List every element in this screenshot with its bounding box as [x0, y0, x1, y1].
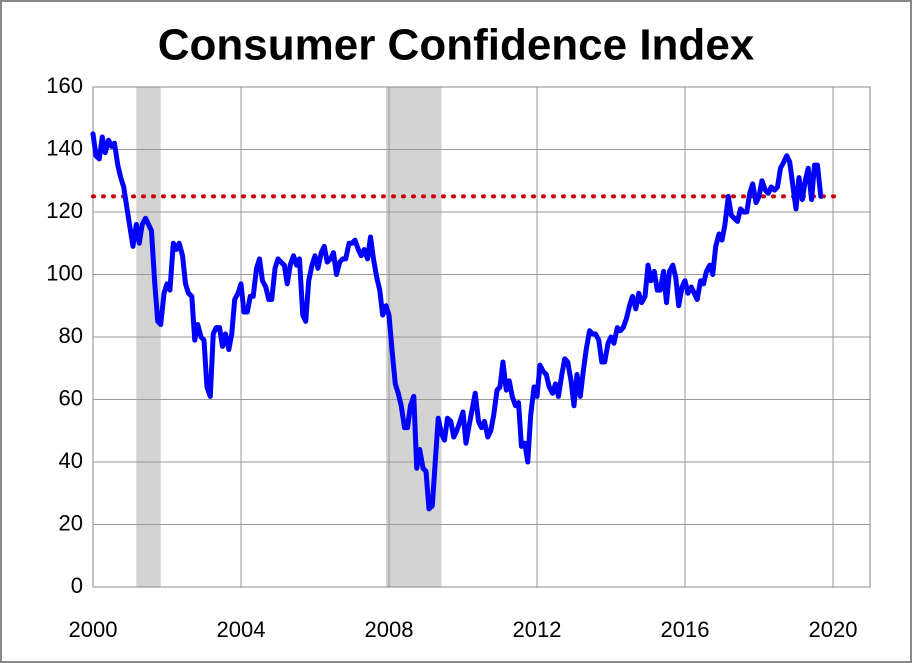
y-tick-label: 160: [46, 73, 83, 98]
plot-area: [92, 86, 871, 588]
y-tick-label: 120: [46, 198, 83, 223]
x-tick-label: 2016: [661, 617, 710, 642]
x-tick-label: 2012: [513, 617, 562, 642]
y-tick-label: 80: [59, 323, 83, 348]
y-tick-label: 60: [59, 385, 83, 410]
y-tick-label: 40: [59, 448, 83, 473]
y-tick-label: 0: [71, 573, 83, 598]
chart-title: Consumer Confidence Index: [158, 21, 755, 70]
x-tick-label: 2000: [69, 617, 118, 642]
x-tick-label: 2004: [217, 617, 266, 642]
y-tick-label: 100: [46, 260, 83, 285]
y-tick-label: 140: [46, 135, 83, 160]
x-tick-label: 2008: [365, 617, 414, 642]
data-line: [90, 131, 824, 512]
x-tick-label: 2020: [809, 617, 858, 642]
y-tick-label: 20: [59, 510, 83, 535]
